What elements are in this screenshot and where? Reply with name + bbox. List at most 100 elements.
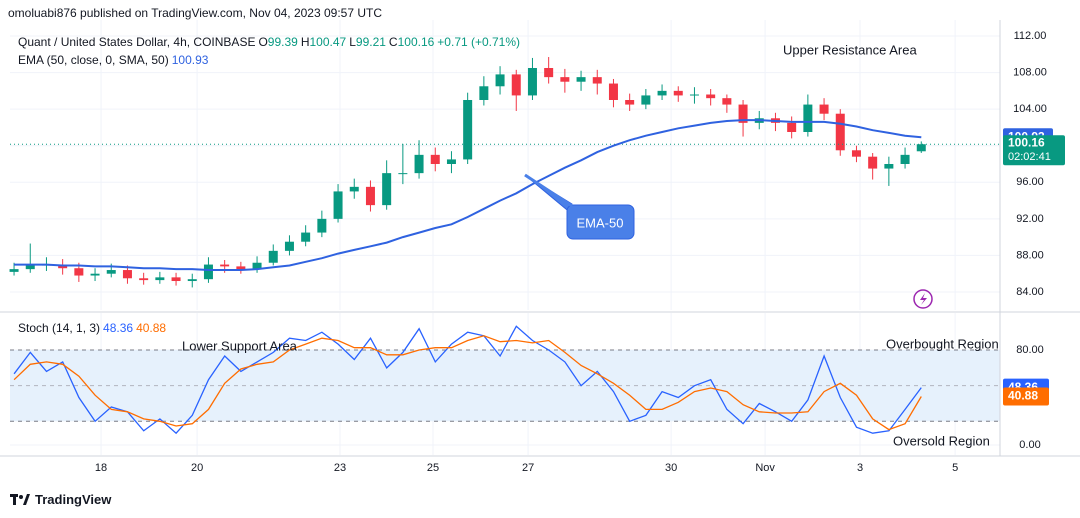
candle-body (511, 74, 521, 96)
ohlc-letter: L (349, 35, 356, 49)
logo-part (13, 493, 16, 505)
candle-body (608, 83, 618, 100)
candle-body (349, 186, 359, 192)
x-tick-label: 3 (857, 462, 863, 474)
x-tick-label: 25 (427, 462, 439, 474)
ema-name: EMA (50, close, 0, SMA, 50) (18, 53, 169, 67)
symbol-title: Quant / United States Dollar, 4h, COINBA… (18, 35, 256, 49)
candle-body (900, 154, 910, 164)
price-box (1003, 135, 1065, 166)
candle-body (463, 99, 473, 160)
annotation: Oversold Region (893, 433, 990, 448)
stoch-k-value: 48.36 (103, 321, 134, 335)
candle-body (689, 94, 699, 96)
candle-body (722, 98, 732, 105)
alert-bolt[interactable] (920, 293, 927, 305)
ohlc-letter: H (300, 35, 310, 49)
candle-body (803, 104, 813, 132)
candle-body (738, 104, 748, 123)
candle-body (90, 273, 100, 276)
candle-body (787, 122, 797, 132)
x-tick-label: 27 (522, 462, 534, 474)
publish-header: omoluabi876 published on TradingView.com… (8, 6, 383, 20)
candle-body (835, 113, 845, 151)
stoch-legend: Stoch (14, 1, 3) 48.36 40.88 (18, 320, 169, 336)
price-legend: Quant / United States Dollar, 4h, COINBA… (18, 34, 523, 50)
candle-body (122, 270, 132, 279)
alert-icon[interactable] (913, 289, 933, 309)
y-tick-label: 104.00 (1013, 103, 1047, 115)
countdown: 02:02:41 (1008, 151, 1051, 163)
candle-body (106, 270, 116, 274)
y-tick-label: 108.00 (1013, 66, 1047, 78)
price-change: +0.71 (+0.71%) (437, 35, 521, 49)
y-tick-label: 0.00 (1019, 439, 1040, 451)
annotation: Overbought Region (886, 336, 999, 351)
candle-body (187, 279, 197, 282)
stoch-pane (10, 325, 1000, 435)
annotation: EMA-50 (577, 215, 624, 230)
y-tick-label: 96.00 (1016, 176, 1044, 188)
candle-body (220, 264, 230, 267)
logo-part (23, 493, 30, 505)
ema-callout (524, 173, 635, 240)
ohlc-letter: O (258, 35, 268, 49)
candle-body (479, 86, 489, 100)
candle-body (868, 156, 878, 169)
price-pane (9, 57, 1000, 288)
callout-box (566, 204, 635, 240)
stoch-name: Stoch (14, 1, 3) (18, 321, 101, 335)
stoch-value-label: 40.88 (1008, 389, 1038, 403)
ohlc-value: 99.21 (355, 35, 386, 49)
candle-body (414, 154, 424, 174)
brand-name: TradingView (35, 492, 112, 507)
footer: TradingView (10, 492, 111, 507)
overlay: 182023252730Nov35112.00108.00104.00100.0… (95, 30, 1065, 474)
candle-body (544, 67, 554, 78)
candle-body (495, 74, 505, 87)
candle-body (301, 232, 311, 242)
candle-body (592, 77, 602, 84)
y-tick-label: 84.00 (1016, 286, 1044, 298)
stoch-line (13, 335, 922, 431)
alert-circle[interactable] (913, 289, 933, 309)
price-label: 100.16 (1008, 135, 1045, 149)
candle-body (155, 277, 165, 281)
candle-body (236, 266, 246, 270)
candle-body (171, 277, 181, 282)
ohlc-value: 100.16 (397, 35, 435, 49)
ema-line (14, 119, 922, 271)
candle-body (706, 94, 716, 99)
annotation: Lower Support Area (182, 338, 298, 353)
y-tick-label: 92.00 (1016, 213, 1044, 225)
ohlc-letter: C (388, 35, 398, 49)
candle-body (398, 173, 408, 175)
annotation: Upper Resistance Area (783, 42, 917, 57)
candle-body (819, 104, 829, 114)
ema-value: 100.93 (171, 53, 209, 67)
stoch-value-box (1003, 387, 1049, 406)
candle-body (884, 163, 894, 169)
candle-body (625, 99, 635, 105)
candle-body (252, 262, 262, 270)
candle-body (25, 264, 35, 270)
x-tick-label: 5 (952, 462, 958, 474)
stoch-line (13, 325, 922, 435)
candle-body (284, 241, 294, 251)
candle-body (641, 95, 651, 105)
brand-logo (10, 493, 30, 505)
y-tick-label: 112.00 (1014, 30, 1047, 42)
candle-body (268, 250, 278, 263)
x-tick-label: 18 (95, 462, 107, 474)
candle-body (9, 269, 19, 272)
candle-body (203, 264, 213, 280)
ohlc-value: 100.47 (309, 35, 347, 49)
callout-join (524, 173, 573, 208)
candle-body (657, 90, 667, 96)
y-tick-label: 88.00 (1016, 249, 1044, 261)
x-tick-label: 20 (191, 462, 203, 474)
candle-body (74, 268, 84, 276)
candle-body (673, 90, 683, 96)
x-tick-label: Nov (755, 462, 775, 474)
